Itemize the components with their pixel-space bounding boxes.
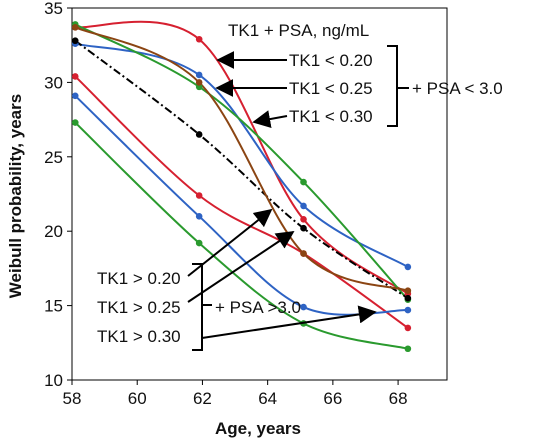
series-line-7 [74,121,409,350]
series-line-5 [74,75,409,329]
x-tick-label: 68 [389,389,408,408]
data-point-s6-3 [300,303,307,311]
data-point-s8-2 [195,79,203,86]
data-point-s6-4 [404,306,412,314]
series-line-3 [74,23,409,301]
upper-label-1: TK1 < 0.20 [289,51,373,70]
series-line-4 [74,39,409,299]
x-tick-label: 64 [258,389,277,408]
data-point-s4-1 [71,37,79,45]
data-point-s2-4 [404,263,412,271]
legend-title: TK1 + PSA, ng/mL [228,21,369,40]
data-point-s3-3 [300,178,307,186]
data-point-s7-1 [71,119,79,126]
lower-bracket [192,263,203,351]
data-point-s2-2 [195,71,203,79]
data-point-s8-4 [404,287,412,295]
y-tick-label: 25 [44,148,63,167]
data-point-s2-3 [300,202,307,210]
data-point-s8-3 [300,250,307,257]
arrow-lower-1 [187,208,273,277]
lower-label-1: TK1 > 0.20 [97,269,181,288]
upper-label-3: TK1 < 0.30 [289,107,373,126]
data-point-s7-2 [195,239,203,247]
y-tick-label: 20 [44,222,63,241]
x-axis-title: Age, years [215,419,301,438]
lower-group-label: + PSA >3.0 [215,298,301,317]
axis-ticks: 58 60 62 64 66 68 10 15 20 25 30 35 [44,0,407,408]
x-tick-label: 58 [63,389,82,408]
y-axis-title: Weibull probability, years [6,94,25,298]
data-point-s6-2 [195,213,203,220]
lower-label-2: TK1 > 0.25 [97,298,181,317]
plot-frame [71,7,448,381]
y-tick-label: 30 [44,73,63,92]
arrow-upper-3 [252,110,288,128]
data-point-s6-1 [71,92,79,100]
data-point-s4-4 [404,294,412,302]
y-tick-label: 15 [44,297,63,316]
series-line-8 [74,26,409,292]
x-tick-label: 60 [128,389,147,408]
x-tick-label: 62 [193,389,212,408]
upper-bracket [387,45,398,127]
lower-label-3: TK1 > 0.30 [97,327,181,346]
upper-label-2: TK1 < 0.25 [289,79,373,98]
data-point-s7-4 [404,345,412,353]
arrow-lower-3 [201,305,377,339]
x-tick-label: 66 [323,389,342,408]
data-point-s1-2 [195,35,203,43]
data-point-s1-3 [300,215,307,223]
data-point-s5-1 [71,73,79,80]
y-tick-label: 35 [44,0,63,18]
y-tick-label: 10 [44,371,63,390]
data-point-s5-2 [195,192,203,199]
arrow-lower-2 [187,231,295,303]
data-point-s8-1 [71,24,79,31]
data-point-s4-2 [195,131,203,138]
data-point-s4-3 [300,224,307,232]
data-point-s5-4 [404,324,412,332]
upper-group-label: + PSA < 3.0 [412,79,503,98]
